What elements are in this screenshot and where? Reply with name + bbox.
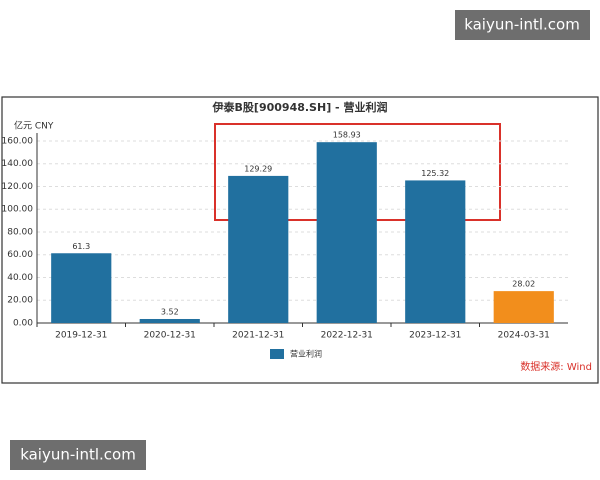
legend-swatch bbox=[270, 349, 284, 359]
y-tick-label: 60.00 bbox=[7, 250, 33, 260]
y-tick-label: 120.00 bbox=[2, 182, 34, 192]
y-tick-label: 140.00 bbox=[2, 159, 34, 169]
y-tick-label: 100.00 bbox=[2, 205, 34, 215]
value-label: 158.93 bbox=[333, 131, 361, 140]
watermark-box bbox=[10, 440, 146, 470]
bar bbox=[51, 253, 112, 323]
value-label: 129.29 bbox=[244, 164, 272, 173]
x-tick-label: 2024-03-31 bbox=[498, 331, 550, 341]
watermark-box bbox=[455, 10, 590, 40]
chart-frame bbox=[1, 96, 599, 384]
y-tick-label: 0.00 bbox=[13, 319, 33, 329]
legend-label: 营业利润 bbox=[290, 349, 322, 359]
bar bbox=[228, 175, 289, 323]
value-label: 3.52 bbox=[161, 307, 179, 316]
y-tick-label: 40.00 bbox=[7, 273, 33, 283]
y-axis-label: 亿元 CNY bbox=[14, 120, 54, 132]
source: 数据来源: Wind bbox=[520, 360, 592, 373]
watermark: kaiyun-intl.com bbox=[464, 16, 580, 34]
x-tick-label: 2019-12-31 bbox=[55, 331, 107, 341]
bar bbox=[316, 142, 377, 323]
y-tick-label: 80.00 bbox=[7, 227, 33, 237]
x-tick-label: 2022-12-31 bbox=[321, 331, 373, 341]
y-tick-label: 160.00 bbox=[2, 136, 34, 146]
watermark: kaiyun-intl.com bbox=[20, 446, 136, 464]
y-tick-label: 20.00 bbox=[7, 296, 33, 306]
bar bbox=[493, 291, 554, 323]
chart-title: 伊泰B股[900948.SH] - 营业利润 bbox=[212, 100, 388, 114]
x-tick-label: 2020-12-31 bbox=[144, 331, 196, 341]
x-tick-label: 2023-12-31 bbox=[409, 331, 461, 341]
bar bbox=[139, 318, 200, 323]
value-label: 28.02 bbox=[512, 280, 535, 289]
x-tick-label: 2021-12-31 bbox=[232, 331, 284, 341]
value-label: 125.32 bbox=[421, 169, 449, 178]
bar bbox=[405, 180, 466, 323]
value-label: 61.3 bbox=[72, 242, 90, 251]
